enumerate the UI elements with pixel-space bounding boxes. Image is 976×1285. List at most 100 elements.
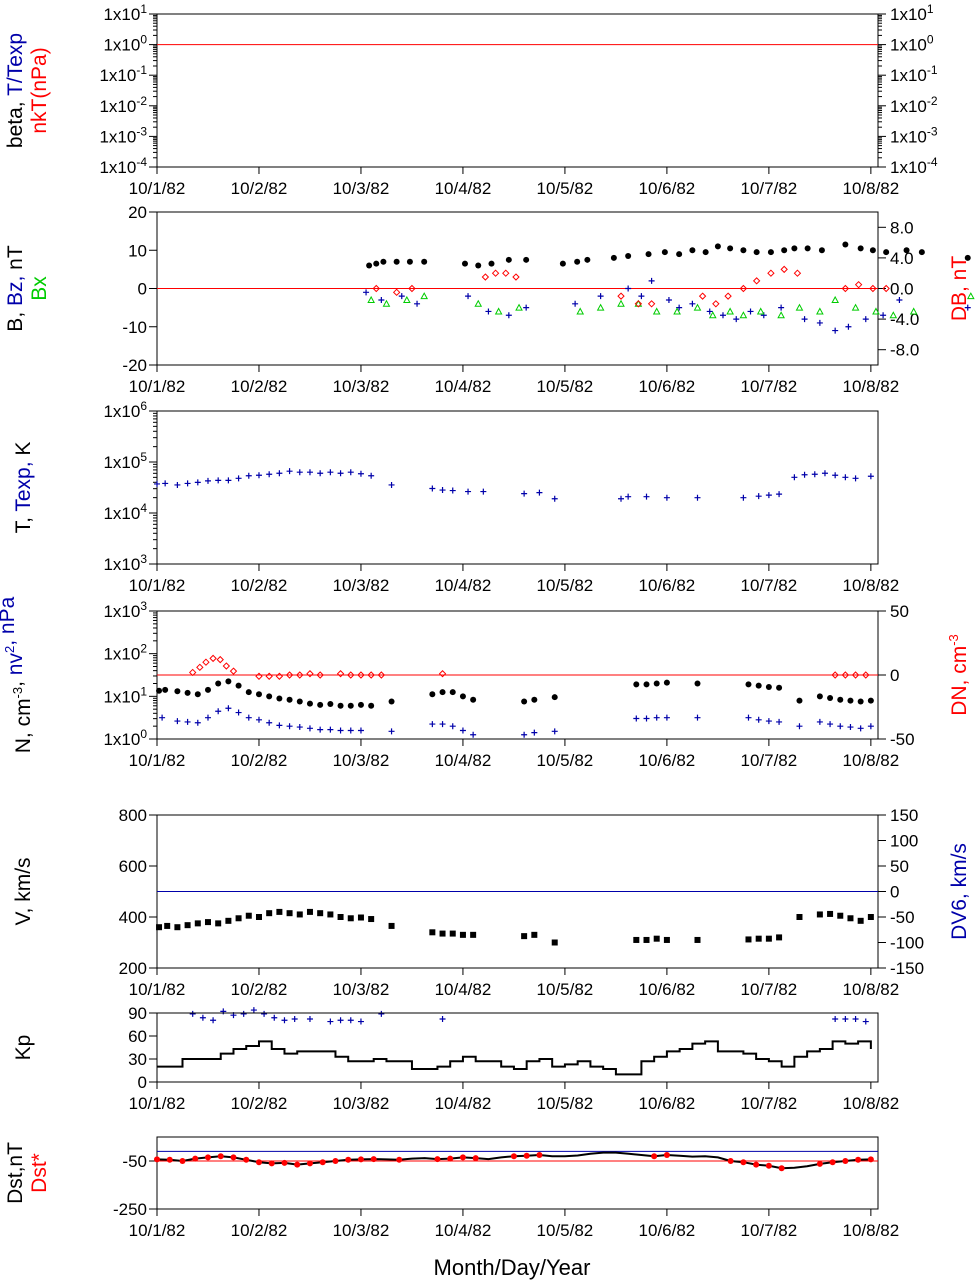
dst-point (306, 1160, 313, 1167)
density-point (765, 683, 772, 690)
velocity-right-tick-label: 100 (890, 832, 918, 851)
velocity-right-tick-label: -150 (890, 959, 924, 978)
density-point (831, 671, 839, 679)
temp-point (194, 479, 201, 486)
mag-point (896, 296, 903, 303)
velocity-left-tick-label: 400 (119, 908, 147, 927)
density-point (653, 680, 660, 687)
velocity-point (250, 1007, 257, 1014)
beta-x-tick-label: 10/1/82 (129, 179, 186, 198)
mag-point (841, 284, 850, 293)
mag-point (645, 251, 652, 258)
density-point (204, 714, 211, 721)
velocity-point (245, 912, 252, 919)
density-left-axis-label: N, cm-3, nv2, nPa (0, 596, 35, 753)
density-point (796, 697, 803, 704)
mag-point (523, 304, 530, 311)
mag-point (461, 260, 468, 267)
mag-point (964, 254, 971, 261)
temp-left-tick-label: 1x105 (103, 450, 147, 472)
density-point (245, 689, 252, 696)
temp-point (337, 470, 344, 477)
density-x-tick-label: 10/1/82 (129, 751, 186, 770)
mag-point (373, 260, 380, 267)
density-point (663, 714, 670, 721)
dst-point (510, 1153, 517, 1160)
mag-point (665, 296, 672, 303)
mag-left-tick-label: 20 (128, 203, 147, 222)
dst-point (319, 1159, 326, 1166)
density-point (194, 691, 201, 698)
mag-point (753, 249, 760, 256)
velocity-point (204, 919, 211, 926)
mag-point (505, 256, 512, 263)
velocity-right-tick-label: -50 (890, 908, 915, 927)
temp-x-tick-label: 10/3/82 (333, 576, 390, 595)
mag-right-tick-label: 8.0 (890, 218, 914, 237)
mag-point (918, 249, 925, 256)
velocity-point (255, 914, 262, 920)
density-point (368, 702, 375, 709)
temp-left-tick-label: 1x106 (103, 399, 147, 421)
mag-point (393, 258, 400, 265)
mag-point (574, 258, 581, 265)
velocity-x-tick-label: 10/1/82 (129, 980, 186, 999)
density-point (347, 671, 355, 679)
mag-point (559, 260, 566, 267)
velocity-point (156, 924, 163, 931)
density-point (847, 724, 854, 731)
mag-point (372, 284, 380, 293)
temp-point (327, 469, 334, 476)
temp-point (521, 490, 528, 497)
mag-point (854, 280, 863, 289)
temp-point (740, 494, 747, 501)
velocity-point (857, 917, 864, 924)
dst-point (765, 1162, 772, 1169)
mag-point (851, 303, 860, 311)
mag-point (733, 316, 740, 323)
mag-left-axis-label-2: Bx (28, 276, 51, 301)
temp-x-tick-label: 10/7/82 (741, 576, 798, 595)
density-point (306, 725, 313, 732)
dst-point (867, 1156, 874, 1163)
velocity-point (189, 1010, 196, 1017)
temp-point (842, 474, 849, 481)
velocity-point (281, 1017, 288, 1024)
velocity-point (633, 936, 640, 943)
mag-right-axis-label: DB, nT (948, 256, 971, 322)
beta-right-tick-label: 1x10-3 (890, 124, 938, 146)
mag-point (724, 292, 732, 300)
mag-right-tick-label: -4.0 (890, 310, 919, 329)
velocity-point (429, 929, 436, 936)
density-point (194, 719, 201, 726)
density-left-tick-label: 1x102 (103, 642, 147, 664)
temp-point (551, 495, 558, 502)
mag-x-tick-label: 10/2/82 (231, 377, 288, 396)
velocity-x-tick-label: 10/6/82 (639, 980, 696, 999)
velocity-point (847, 915, 854, 922)
density-point (694, 714, 701, 721)
mag-right-tick-label: -8.0 (890, 341, 919, 360)
dst-point (753, 1161, 760, 1168)
density-point (449, 689, 456, 696)
mag-point (625, 285, 632, 292)
beta-frame (156, 13, 879, 168)
density-point (765, 718, 772, 725)
temp-point (801, 471, 808, 478)
velocity-point (842, 1016, 849, 1022)
dst-left-tick-label: -50 (122, 1152, 147, 1171)
velocity-right-tick-label: 150 (890, 806, 918, 825)
velocity-point (266, 910, 273, 917)
temp-point (317, 470, 324, 477)
mag-point (702, 249, 709, 256)
dst-point (370, 1156, 377, 1163)
velocity-point (271, 1014, 278, 1021)
mag-point (515, 303, 523, 311)
temp-x-tick-label: 10/8/82 (842, 576, 899, 595)
velocity-point (194, 920, 201, 927)
temp-point (832, 472, 839, 479)
dst-point (345, 1156, 352, 1163)
dst-left-axis-label-2: Dst* (28, 1153, 51, 1193)
dst-point (855, 1156, 862, 1163)
kp-left-tick-label: 30 (128, 1050, 147, 1069)
